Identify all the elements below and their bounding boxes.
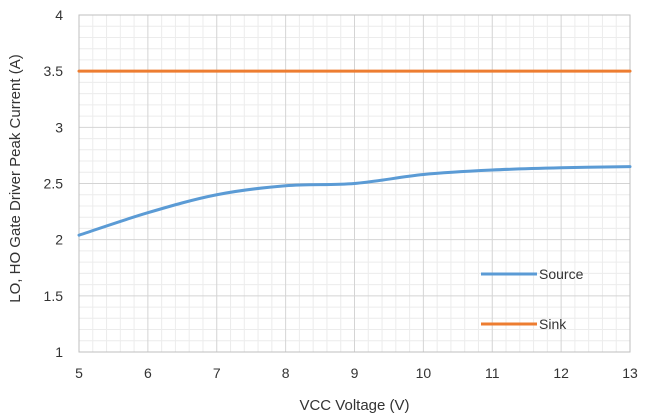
x-tick-label: 9 <box>351 365 359 381</box>
y-tick-label: 1 <box>55 344 63 360</box>
x-tick-label: 11 <box>485 365 500 381</box>
x-axis-title: VCC Voltage (V) <box>299 397 409 414</box>
x-tick-label: 12 <box>553 365 569 381</box>
legend-label-sink: Sink <box>539 316 567 332</box>
x-tick-label: 13 <box>622 365 638 381</box>
y-tick-label: 3 <box>55 119 63 135</box>
y-tick-label: 3.5 <box>44 63 64 79</box>
series-line-source <box>77 165 632 237</box>
y-tick-label: 2.5 <box>44 176 64 192</box>
x-tick-label: 10 <box>416 365 432 381</box>
series-layer <box>77 69 632 237</box>
x-axis-tick-labels: 5 6 7 8 9 10 11 12 13 <box>75 365 638 381</box>
plot-area-border <box>78 14 631 353</box>
legend: Source Sink <box>481 266 584 332</box>
y-tick-label: 2 <box>55 232 63 248</box>
x-tick-label: 5 <box>75 365 83 381</box>
x-tick-label: 6 <box>144 365 152 381</box>
y-axis-tick-labels: 1 1.5 2 2.5 3 3.5 4 <box>44 7 64 360</box>
x-tick-label: 7 <box>213 365 221 381</box>
legend-label-source: Source <box>539 266 584 282</box>
y-tick-label: 1.5 <box>44 288 64 304</box>
y-tick-label: 4 <box>55 7 63 23</box>
x-tick-label: 8 <box>282 365 290 381</box>
y-axis-title: LO, HO Gate Driver Peak Current (A) <box>7 54 24 302</box>
